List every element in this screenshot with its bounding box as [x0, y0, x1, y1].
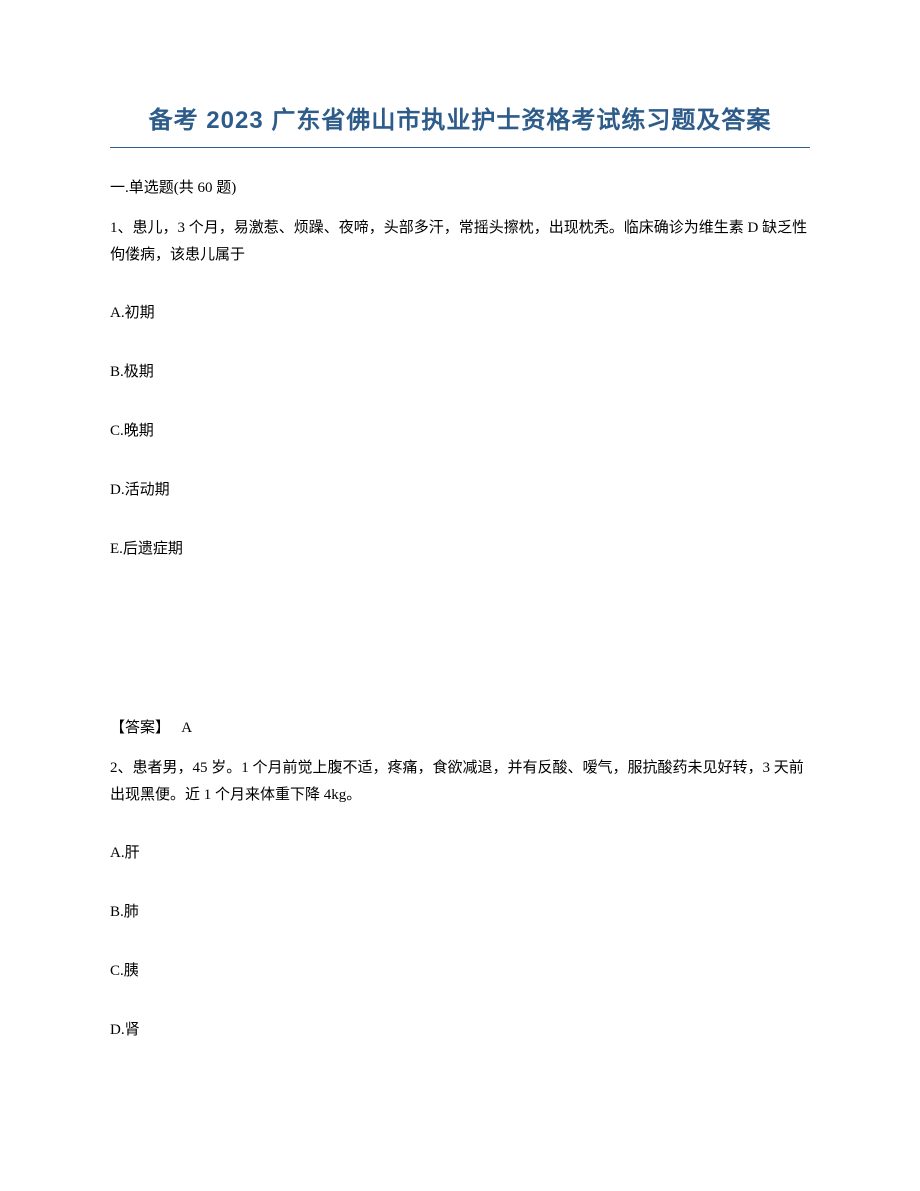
question-1-text: 1、患儿，3 个月，易激惹、烦躁、夜啼，头部多汗，常摇头擦枕，出现枕秃。临床确诊… — [110, 215, 810, 269]
answer-value: A — [181, 720, 192, 736]
question-1-option-c: C.晚期 — [110, 419, 810, 440]
question-1-answer: 【答案】 A — [110, 716, 810, 737]
question-1-option-d: D.活动期 — [110, 478, 810, 499]
question-1-option-e: E.后遗症期 — [110, 537, 810, 558]
question-2-option-a: A.肝 — [110, 841, 810, 862]
question-2-option-d: D.肾 — [110, 1018, 810, 1039]
question-1-option-b: B.极期 — [110, 360, 810, 381]
question-1-option-a: A.初期 — [110, 301, 810, 322]
question-2-option-c: C.胰 — [110, 959, 810, 980]
document-title: 备考 2023 广东省佛山市执业护士资格考试练习题及答案 — [110, 100, 810, 148]
answer-label: 【答案】 — [110, 720, 170, 736]
question-2-text: 2、患者男，45 岁。1 个月前觉上腹不适，疼痛，食欲减退，并有反酸、嗳气，服抗… — [110, 755, 810, 809]
question-2-option-b: B.肺 — [110, 900, 810, 921]
section-header: 一.单选题(共 60 题) — [110, 176, 810, 197]
